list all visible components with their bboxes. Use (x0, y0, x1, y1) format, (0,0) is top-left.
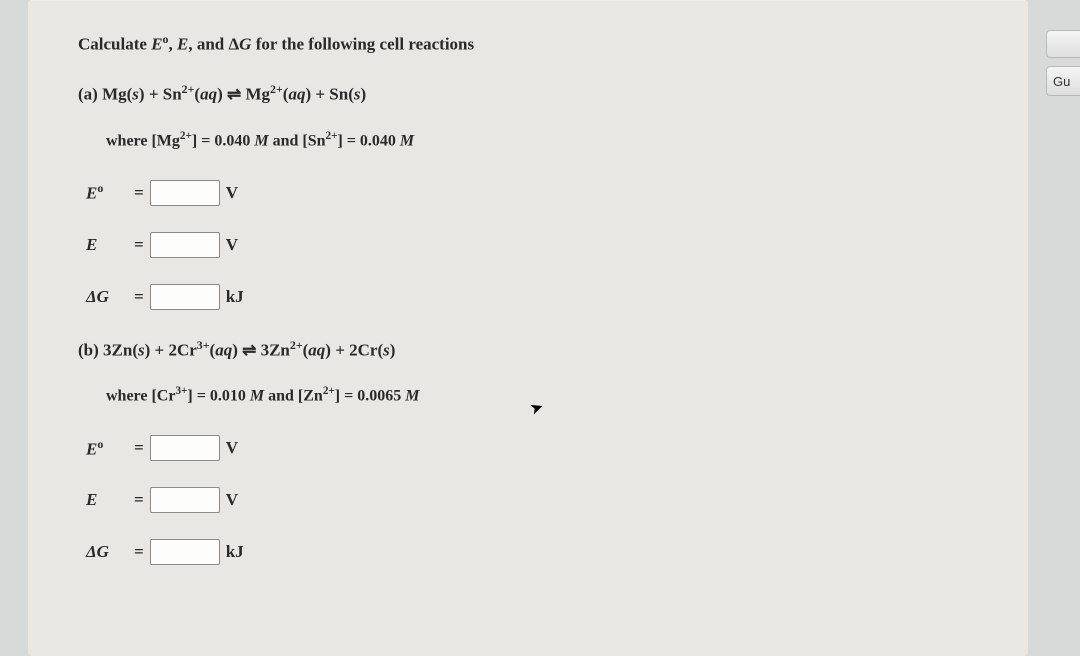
dg-label: ΔG (86, 542, 128, 562)
e0-label: Eo (86, 437, 128, 460)
equals-sign: = (134, 490, 144, 510)
question-prompt: Calculate Eo, E, and ΔG for the followin… (78, 30, 978, 58)
part-a-e0-input[interactable] (150, 180, 220, 206)
part-a-dg-input[interactable] (150, 284, 220, 310)
part-a-e-input[interactable] (150, 232, 220, 258)
part-a-condition: where [Mg2+] = 0.040 M and [Sn2+] = 0.04… (106, 128, 978, 154)
kj-unit: kJ (226, 542, 244, 562)
volt-unit: V (226, 490, 238, 510)
equals-sign: = (134, 183, 144, 203)
e0-label: Eo (86, 181, 128, 204)
part-a-dg-row: ΔG = kJ (86, 284, 978, 310)
guide-button[interactable]: Gu (1046, 66, 1080, 96)
part-b-e0-input[interactable] (150, 435, 220, 461)
equals-sign: = (134, 438, 144, 458)
equals-sign: = (134, 235, 144, 255)
kj-unit: kJ (226, 287, 244, 307)
part-a-e-row: E = V (86, 232, 978, 258)
equals-sign: = (134, 542, 144, 562)
part-b-e0-row: Eo = V (86, 435, 978, 461)
part-b-e-input[interactable] (150, 487, 220, 513)
equals-sign: = (134, 287, 144, 307)
part-b-equation: (b) 3Zn(s) + 2Cr3+(aq) ⇌ 3Zn2+(aq) + 2Cr… (78, 336, 978, 364)
volt-unit: V (226, 235, 238, 255)
volt-unit: V (226, 183, 238, 203)
part-b-e-row: E = V (86, 487, 978, 513)
question-panel: Calculate Eo, E, and ΔG for the followin… (28, 0, 1028, 656)
part-a-equation: (a) Mg(s) + Sn2+(aq) ⇌ Mg2+(aq) + Sn(s) (78, 80, 978, 108)
side-button-collapsed[interactable] (1046, 30, 1080, 58)
part-b-dg-row: ΔG = kJ (86, 539, 978, 565)
part-a-e0-row: Eo = V (86, 180, 978, 206)
part-b-dg-input[interactable] (150, 539, 220, 565)
e-label: E (86, 235, 128, 255)
e-label: E (86, 490, 128, 510)
volt-unit: V (226, 438, 238, 458)
dg-label: ΔG (86, 287, 128, 307)
